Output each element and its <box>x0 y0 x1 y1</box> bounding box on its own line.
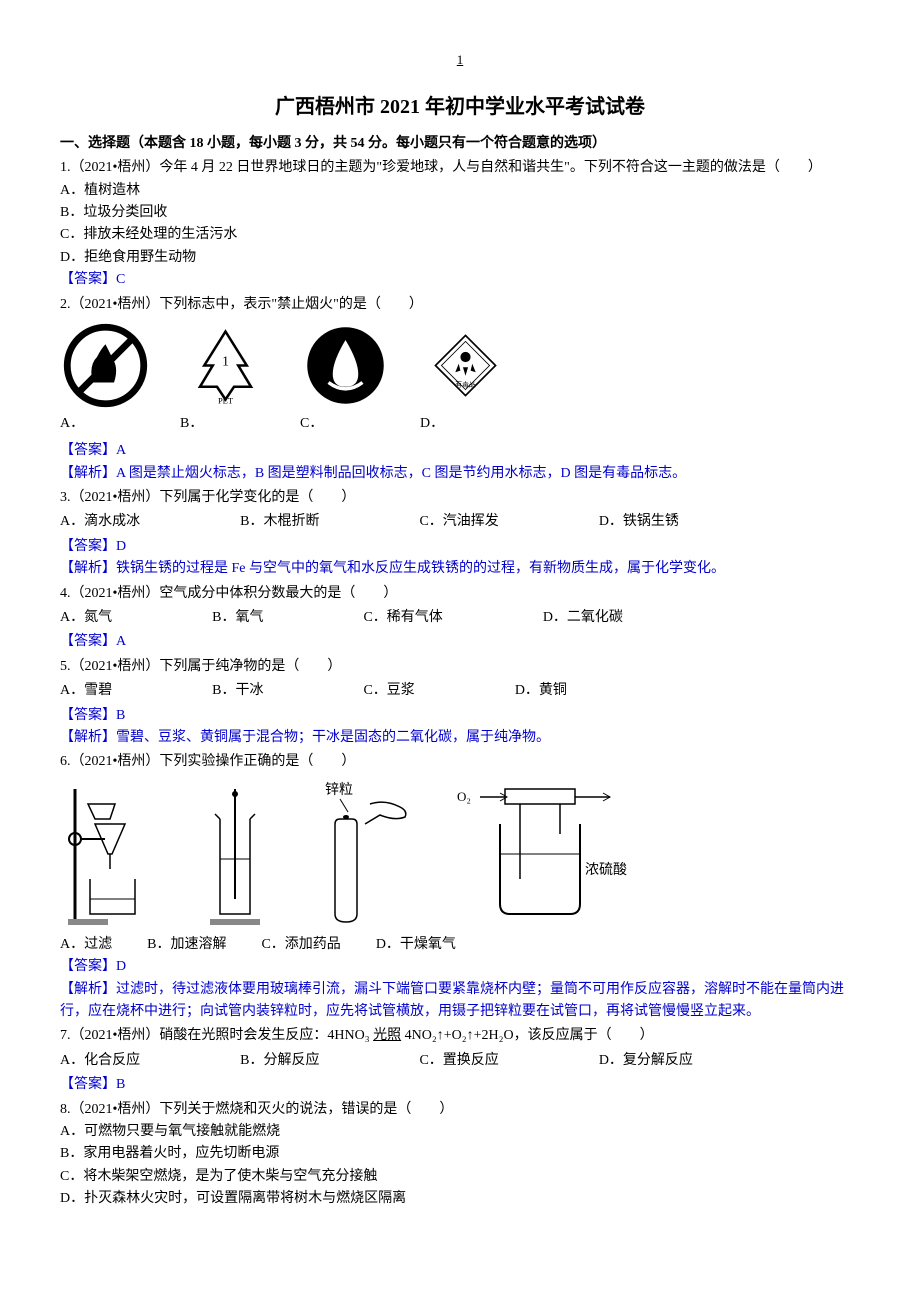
q4-optC: C．稀有气体 <box>363 607 442 629</box>
question-6: 6.（2021•梧州）下列实验操作正确的是（ ） <box>60 751 860 1023</box>
q1-optC: C．排放未经处理的生活污水 <box>60 224 860 246</box>
q1-optD: D．拒绝食用野生动物 <box>60 247 860 269</box>
q8-optC: C．将木柴架空燃烧，是为了使木柴与空气充分接触 <box>60 1166 860 1188</box>
q6-optA: A．过滤 <box>60 934 112 956</box>
q7-answer: 【答案】B <box>60 1074 860 1096</box>
q5-optB: B．干冰 <box>212 680 263 702</box>
q8-optA: A．可燃物只要与氧气接触就能燃烧 <box>60 1121 860 1143</box>
q5-optA: A．雪碧 <box>60 680 112 702</box>
q2-optA-box: A． <box>60 321 150 435</box>
q3-optD: D．铁锅生锈 <box>599 511 679 533</box>
q4-optB: B．氧气 <box>212 607 263 629</box>
q6-optC-box: 锌粒 <box>290 779 430 929</box>
q6-optD-box: O₂ 浓硫酸 <box>445 779 635 929</box>
q6-labels: A．过滤 B．加速溶解 C．添加药品 D．干燥氧气 <box>60 934 860 956</box>
q3-optC: C．汽油挥发 <box>419 511 498 533</box>
q2-optC-box: C． <box>300 321 390 435</box>
question-4: 4.（2021•梧州）空气成分中体积分数最大的是（ ） A．氮气 B．氧气 C．… <box>60 583 860 654</box>
q2-optD-box: 有毒品 D． <box>420 321 510 435</box>
recycle-icon: 1 PET <box>180 321 270 411</box>
q5-optC: C．豆浆 <box>363 680 414 702</box>
q8-optD: D．扑灭森林火灾时，可设置隔离带将树木与燃烧区隔离 <box>60 1188 860 1210</box>
q7-optD: D．复分解反应 <box>599 1050 693 1072</box>
add-chemical-diagram: 锌粒 <box>290 779 430 929</box>
svg-text:1: 1 <box>222 354 229 369</box>
q1-optA: A．植树造林 <box>60 180 860 202</box>
save-water-icon <box>300 321 390 411</box>
q6-optD: D．干燥氧气 <box>376 934 456 956</box>
q7-options: A．化合反应 B．分解反应 C．置换反应 D．复分解反应 <box>60 1050 860 1072</box>
q3-analysis: 【解析】铁锅生锈的过程是 Fe 与空气中的氧气和水反应生成铁锈的的过程，有新物质… <box>60 558 860 580</box>
zinc-label: 锌粒 <box>325 782 353 798</box>
acid-label: 浓硫酸 <box>585 862 627 878</box>
q3-optA: A．滴水成冰 <box>60 511 140 533</box>
q1-answer: 【答案】C <box>60 269 860 291</box>
q1-optB: B．垃圾分类回收 <box>60 202 860 224</box>
q7-stem: 7.（2021•梧州）硝酸在光照时会发生反应：4HNO₃ 光照 4NO₂↑+O₂… <box>60 1025 860 1047</box>
page-title: 广西梧州市 2021 年初中学业水平考试试卷 <box>60 91 860 123</box>
question-8: 8.（2021•梧州）下列关于燃烧和灭火的说法，错误的是（ ） A．可燃物只要与… <box>60 1099 860 1211</box>
q2-answer: 【答案】A <box>60 440 860 462</box>
q2-analysis: 【解析】A 图是禁止烟火标志，B 图是塑料制品回收标志，C 图是节约用水标志，D… <box>60 463 860 485</box>
q3-options: A．滴水成冰 B．木棍折断 C．汽油挥发 D．铁锅生锈 <box>60 511 860 533</box>
q4-optA: A．氮气 <box>60 607 112 629</box>
q6-stem: 6.（2021•梧州）下列实验操作正确的是（ ） <box>60 751 860 773</box>
q8-optB: B．家用电器着火时，应先切断电源 <box>60 1143 860 1165</box>
q2-optA: A． <box>60 413 84 435</box>
dissolve-diagram <box>195 779 275 929</box>
q4-optD: D．二氧化碳 <box>543 607 623 629</box>
q5-analysis: 【解析】雪碧、豆浆、黄铜属于混合物；干冰是固态的二氧化碳，属于纯净物。 <box>60 727 860 749</box>
q7-optC: C．置换反应 <box>419 1050 498 1072</box>
filter-diagram <box>60 779 180 929</box>
q3-stem: 3.（2021•梧州）下列属于化学变化的是（ ） <box>60 487 860 509</box>
no-fire-icon <box>60 321 150 411</box>
svg-text:有毒品: 有毒品 <box>455 380 476 389</box>
q4-stem: 4.（2021•梧州）空气成分中体积分数最大的是（ ） <box>60 583 860 605</box>
q6-answer: 【答案】D <box>60 956 860 978</box>
q2-optB: B． <box>180 413 203 435</box>
q5-options: A．雪碧 B．干冰 C．豆浆 D．黄铜 <box>60 680 860 702</box>
q6-options: 锌粒 O₂ <box>60 779 860 929</box>
q7-light: 光照 <box>373 1028 401 1043</box>
q7-optA: A．化合反应 <box>60 1050 140 1072</box>
q2-stem: 2.（2021•梧州）下列标志中，表示"禁止烟火"的是（ ） <box>60 294 860 316</box>
svg-text:PET: PET <box>217 396 233 406</box>
q2-options: A． 1 PET B． C． <box>60 321 860 435</box>
page-number: 1 <box>60 50 860 71</box>
q6-optC: C．添加药品 <box>261 934 340 956</box>
q4-answer: 【答案】A <box>60 631 860 653</box>
q8-stem: 8.（2021•梧州）下列关于燃烧和灭火的说法，错误的是（ ） <box>60 1099 860 1121</box>
q7-optB: B．分解反应 <box>240 1050 319 1072</box>
question-3: 3.（2021•梧州）下列属于化学变化的是（ ） A．滴水成冰 B．木棍折断 C… <box>60 487 860 581</box>
q5-stem: 5.（2021•梧州）下列属于纯净物的是（ ） <box>60 656 860 678</box>
q7-stem-p2: 4NO₂↑+O₂↑+2H₂O，该反应属于（ ） <box>405 1028 654 1043</box>
q7-stem-p1: 7.（2021•梧州）硝酸在光照时会发生反应：4HNO₃ <box>60 1028 370 1043</box>
section-header: 一、选择题（本题含 18 小题，每小题 3 分，共 54 分。每小题只有一个符合… <box>60 133 860 155</box>
toxic-icon: 有毒品 <box>420 321 510 411</box>
q6-analysis: 【解析】过滤时，待过滤液体要用玻璃棒引流，漏斗下端管口要紧靠烧杯内壁；量筒不可用… <box>60 979 860 1024</box>
q4-options: A．氮气 B．氧气 C．稀有气体 D．二氧化碳 <box>60 607 860 629</box>
dry-oxygen-diagram: O₂ 浓硫酸 <box>445 779 635 929</box>
q5-answer: 【答案】B <box>60 705 860 727</box>
q3-answer: 【答案】D <box>60 536 860 558</box>
q1-stem: 1.（2021•梧州）今年 4 月 22 日世界地球日的主题为"珍爱地球，人与自… <box>60 157 860 179</box>
q3-optB: B．木棍折断 <box>240 511 319 533</box>
q2-optC: C． <box>300 413 323 435</box>
q6-optB: B．加速溶解 <box>147 934 226 956</box>
q6-optB-box <box>195 779 275 929</box>
question-2: 2.（2021•梧州）下列标志中，表示"禁止烟火"的是（ ） A． 1 PET … <box>60 294 860 486</box>
q5-optD: D．黄铜 <box>515 680 567 702</box>
q2-optB-box: 1 PET B． <box>180 321 270 435</box>
question-5: 5.（2021•梧州）下列属于纯净物的是（ ） A．雪碧 B．干冰 C．豆浆 D… <box>60 656 860 750</box>
q6-optA-box <box>60 779 180 929</box>
question-7: 7.（2021•梧州）硝酸在光照时会发生反应：4HNO₃ 光照 4NO₂↑+O₂… <box>60 1025 860 1096</box>
question-1: 1.（2021•梧州）今年 4 月 22 日世界地球日的主题为"珍爱地球，人与自… <box>60 157 860 291</box>
o2-label: O₂ <box>457 789 471 804</box>
q2-optD: D． <box>420 413 444 435</box>
